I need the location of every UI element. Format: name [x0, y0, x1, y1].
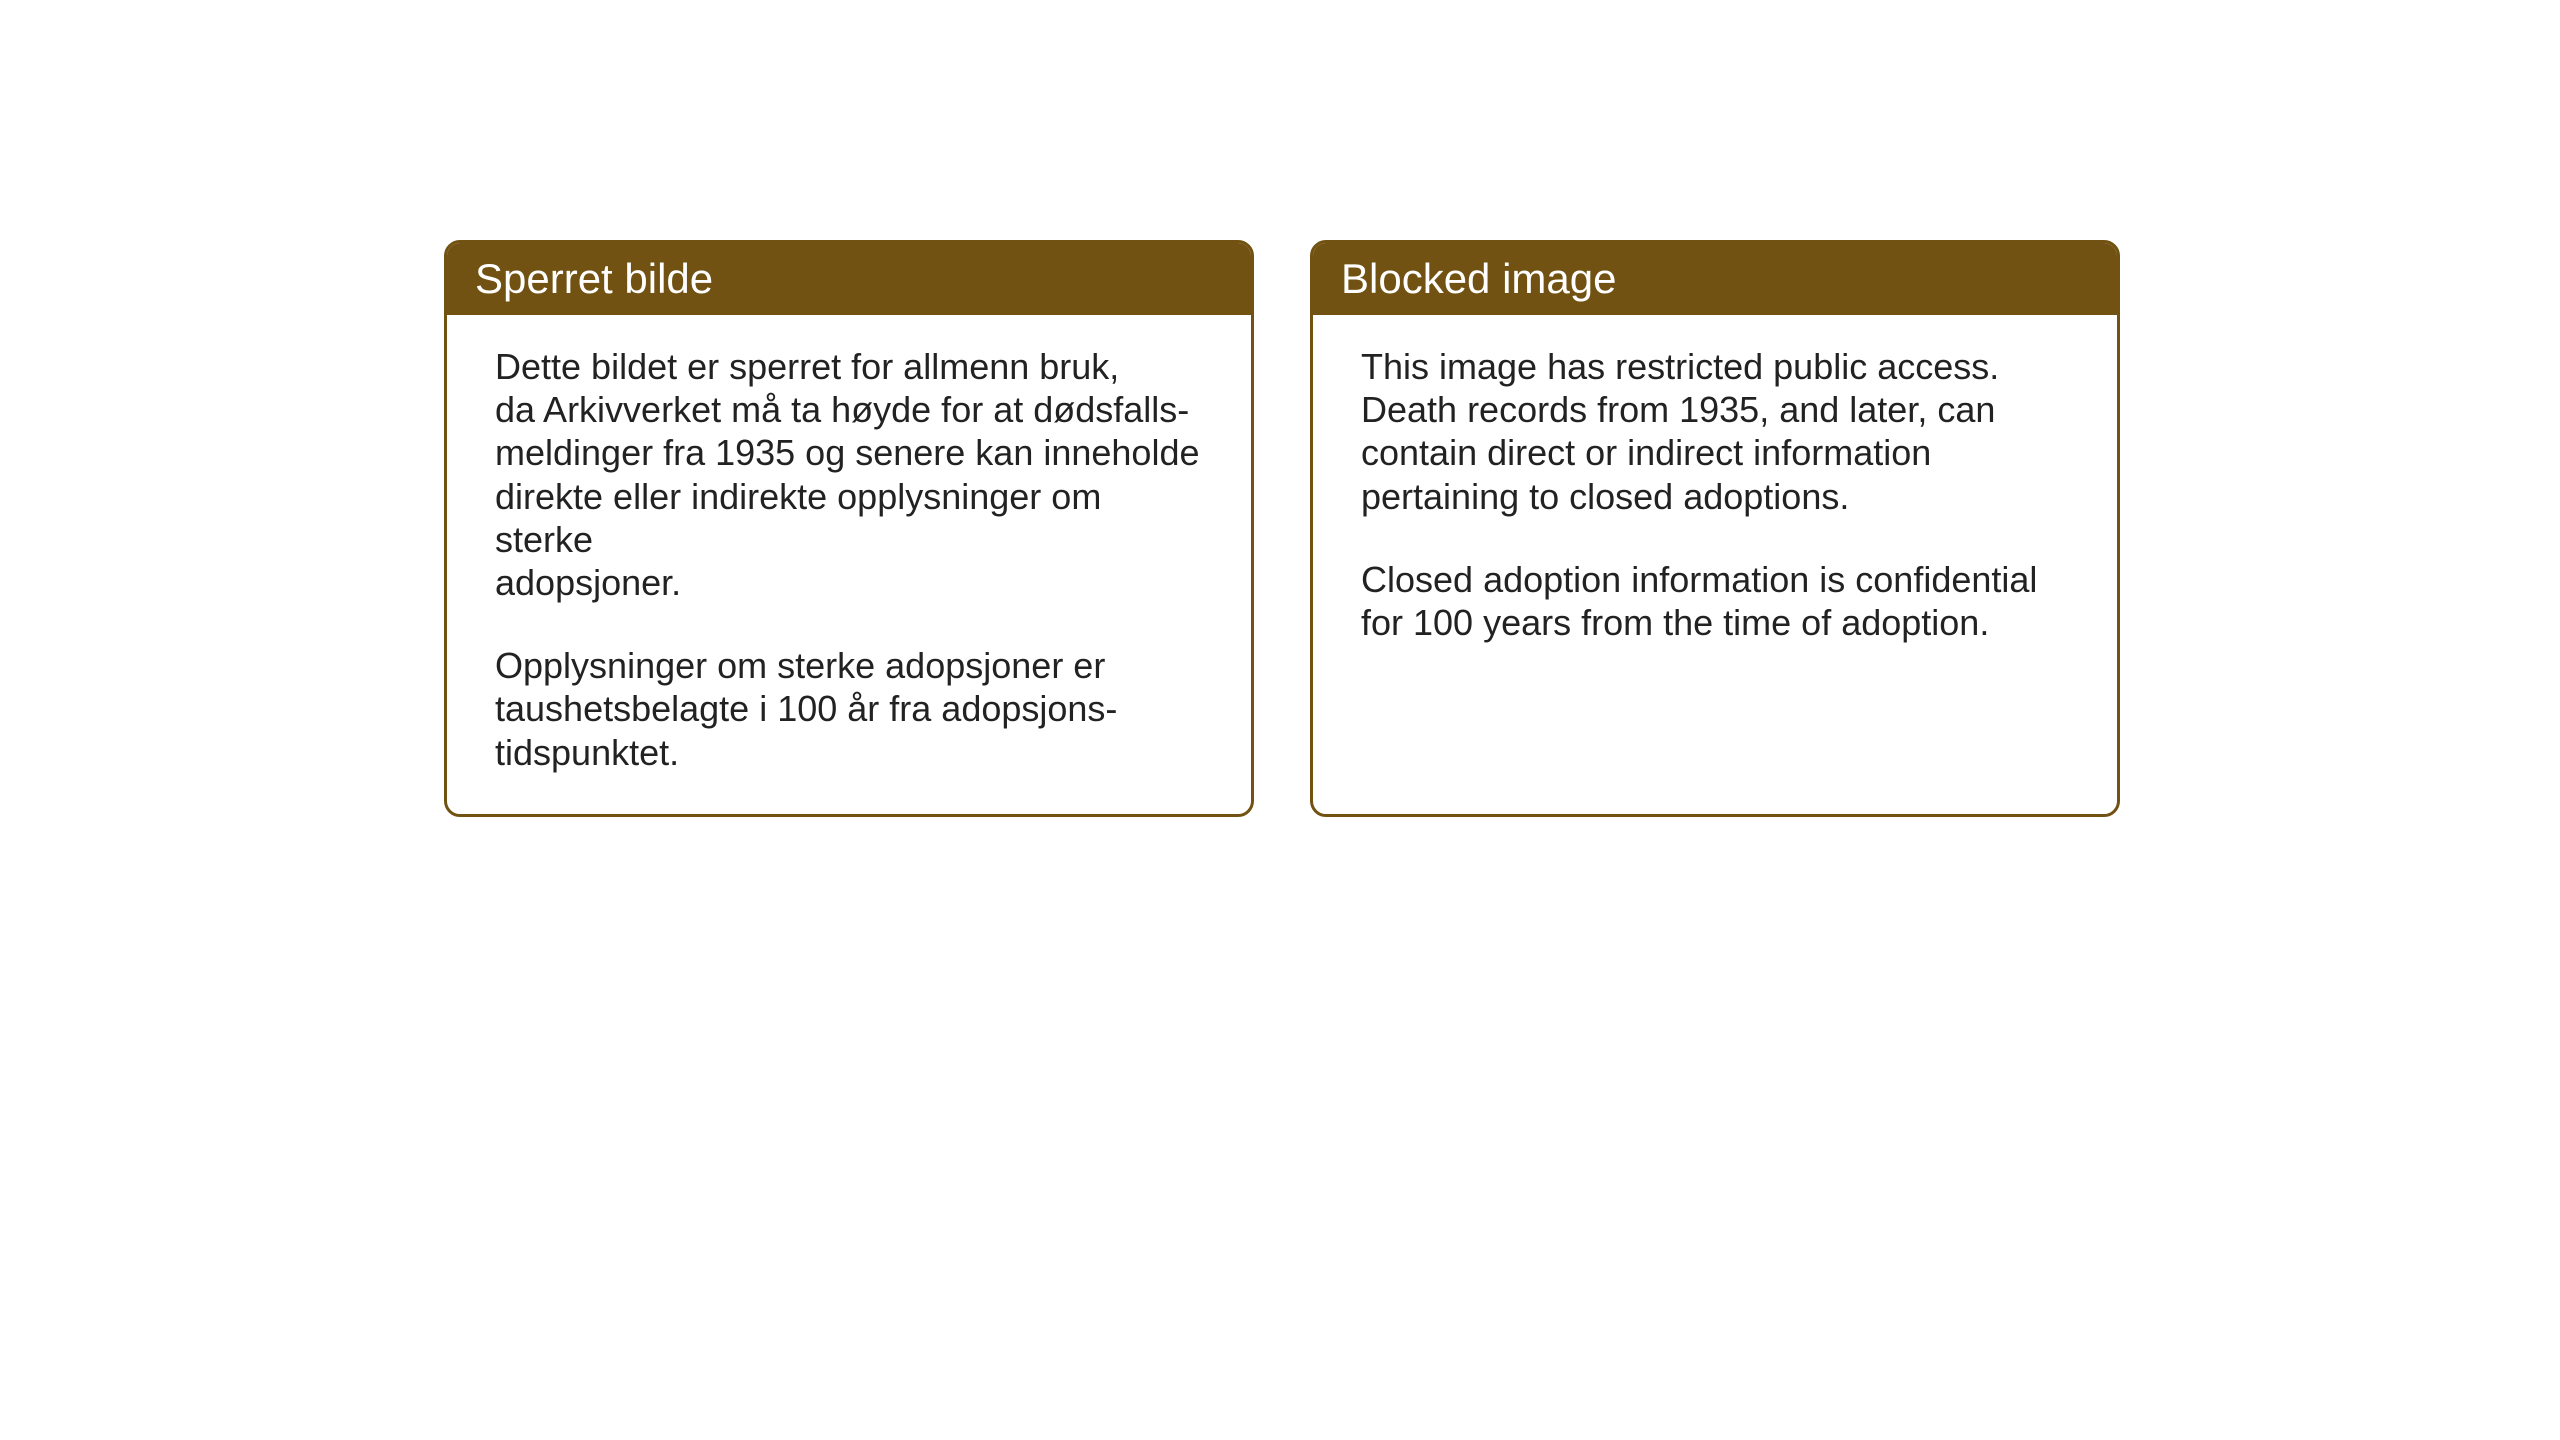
norwegian-notice-card: Sperret bilde Dette bildet er sperret fo…	[444, 240, 1254, 817]
text-line: Opplysninger om sterke adopsjoner er	[495, 645, 1105, 686]
norwegian-paragraph-2: Opplysninger om sterke adopsjoner er tau…	[495, 644, 1203, 774]
notice-container: Sperret bilde Dette bildet er sperret fo…	[444, 240, 2120, 817]
english-card-body: This image has restricted public access.…	[1313, 315, 2117, 684]
text-line: adopsjoner.	[495, 562, 681, 603]
text-line: This image has restricted public access.	[1361, 346, 1999, 387]
english-card-title: Blocked image	[1313, 243, 2117, 315]
text-line: meldinger fra 1935 og senere kan innehol…	[495, 432, 1200, 473]
text-line: pertaining to closed adoptions.	[1361, 476, 1849, 517]
english-notice-card: Blocked image This image has restricted …	[1310, 240, 2120, 817]
norwegian-paragraph-1: Dette bildet er sperret for allmenn bruk…	[495, 345, 1203, 604]
text-line: for 100 years from the time of adoption.	[1361, 602, 1989, 643]
text-line: direkte eller indirekte opplysninger om …	[495, 476, 1101, 560]
english-paragraph-2: Closed adoption information is confident…	[1361, 558, 2069, 644]
text-line: tidspunktet.	[495, 732, 679, 773]
text-line: Death records from 1935, and later, can	[1361, 389, 1995, 430]
text-line: Dette bildet er sperret for allmenn bruk…	[495, 346, 1119, 387]
text-line: da Arkivverket må ta høyde for at dødsfa…	[495, 389, 1189, 430]
text-line: taushetsbelagte i 100 år fra adopsjons-	[495, 688, 1117, 729]
text-line: Closed adoption information is confident…	[1361, 559, 2037, 600]
english-paragraph-1: This image has restricted public access.…	[1361, 345, 2069, 518]
norwegian-card-title: Sperret bilde	[447, 243, 1251, 315]
norwegian-card-body: Dette bildet er sperret for allmenn bruk…	[447, 315, 1251, 814]
text-line: contain direct or indirect information	[1361, 432, 1931, 473]
